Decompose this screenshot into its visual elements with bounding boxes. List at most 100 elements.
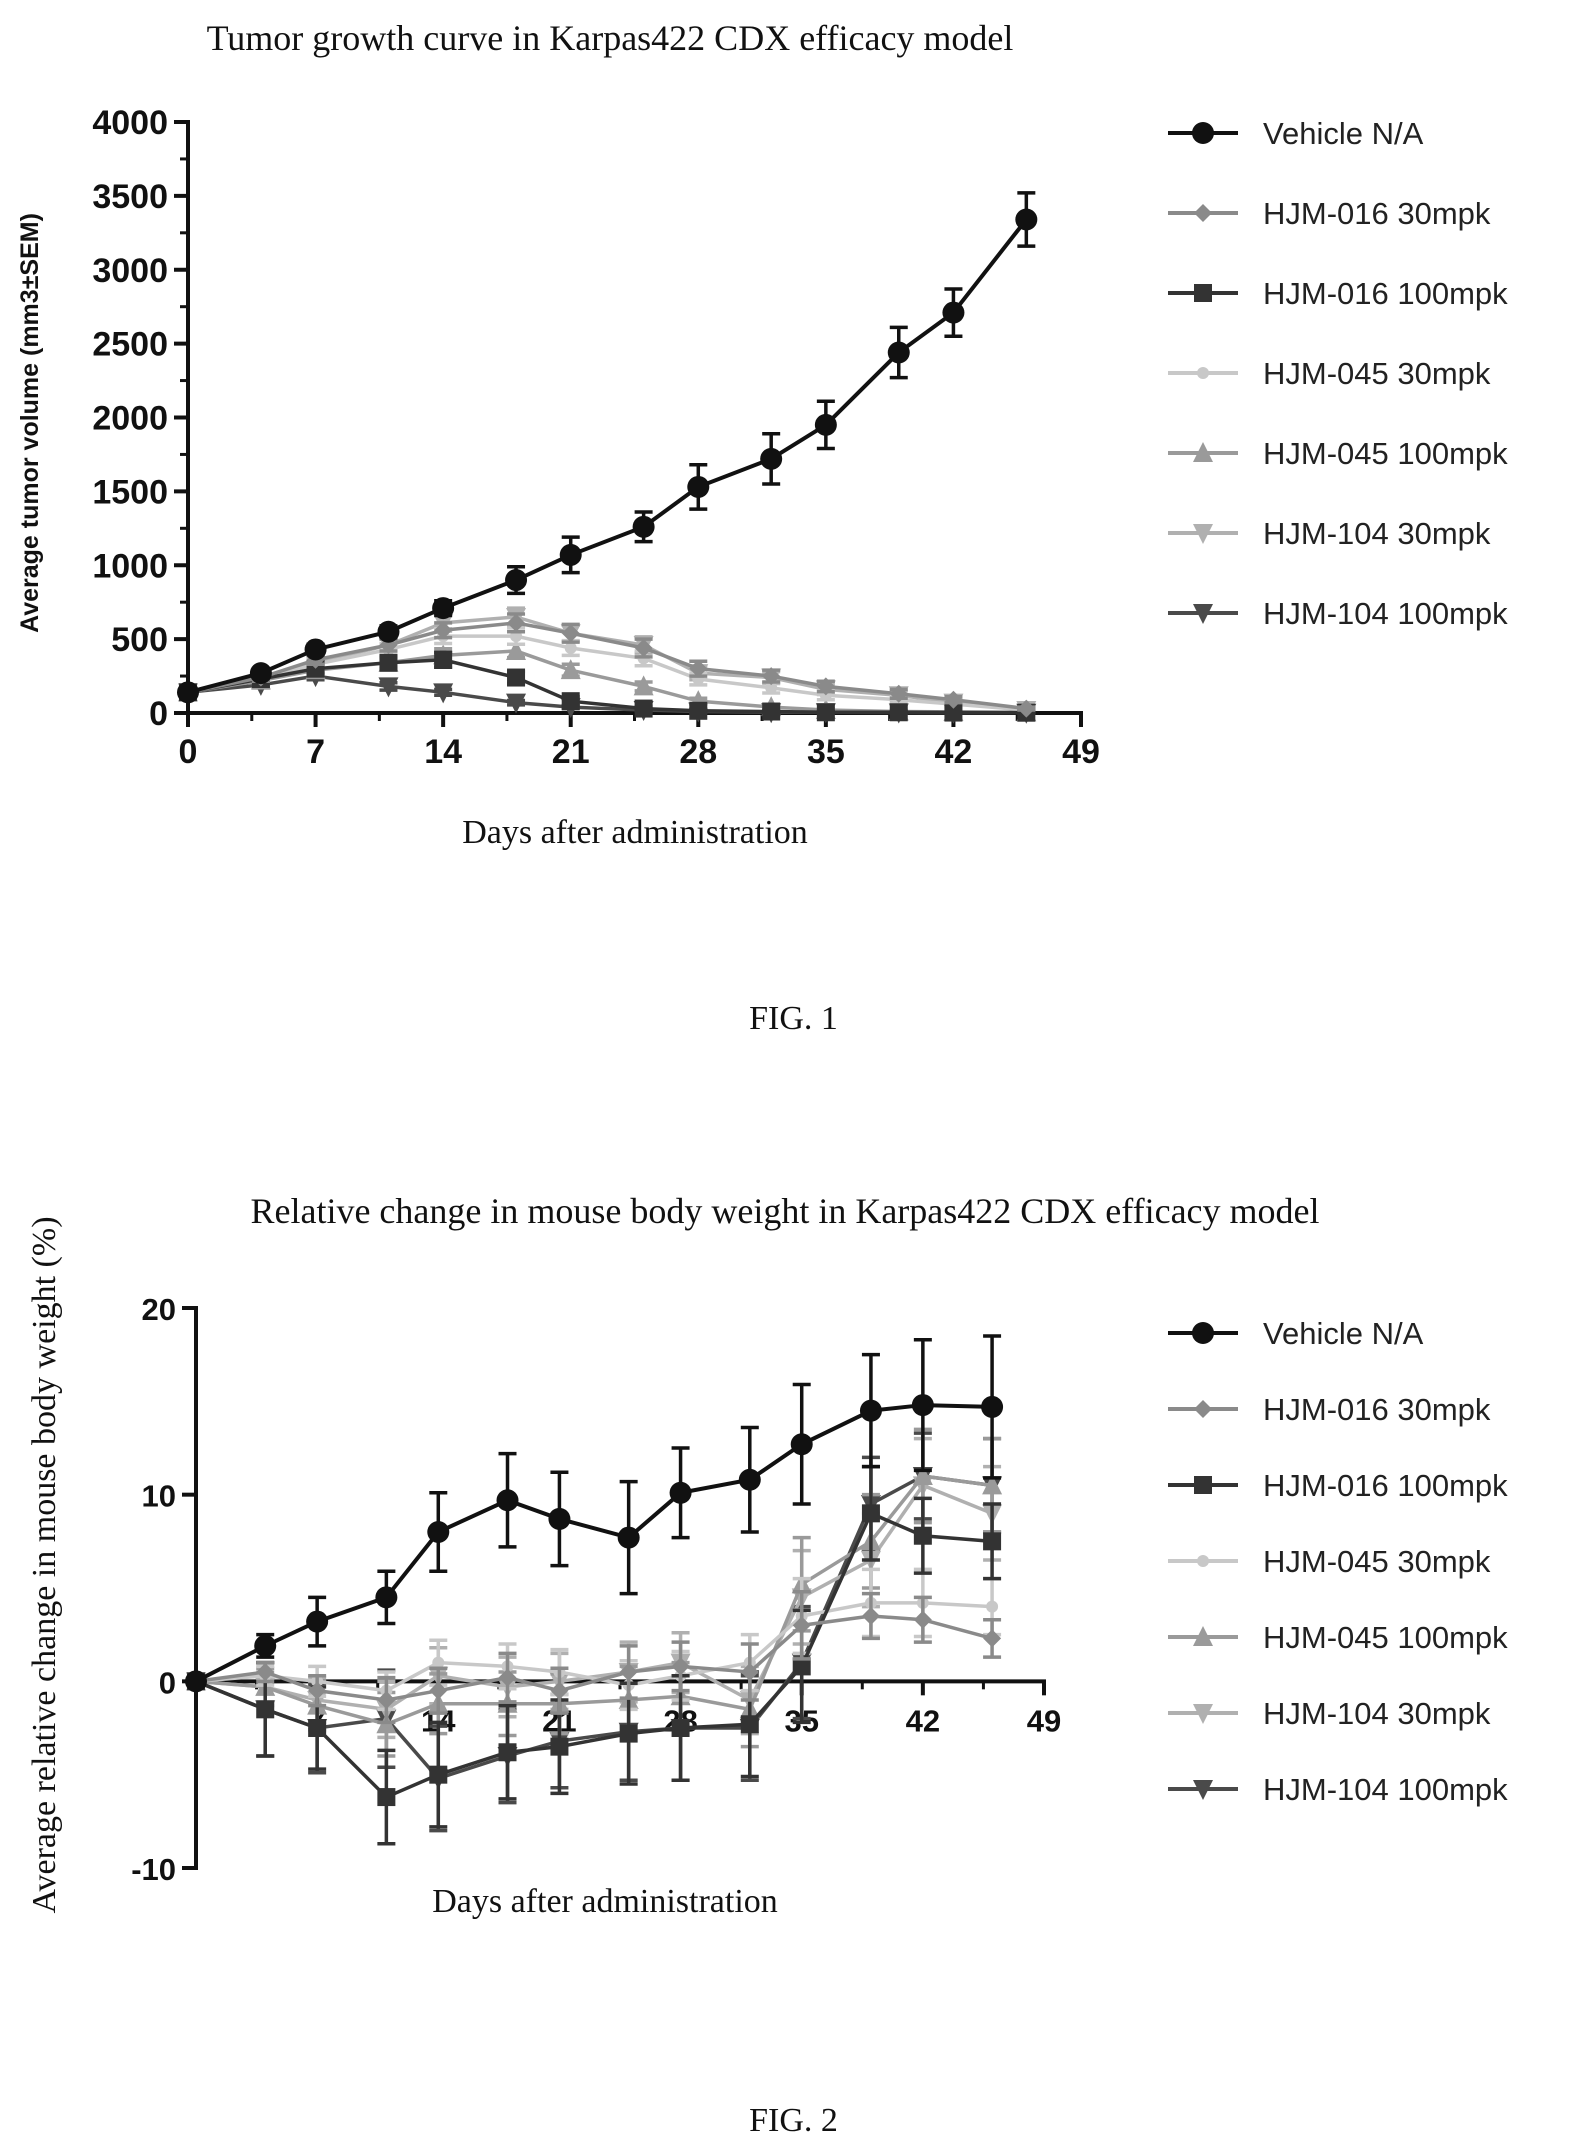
legend-item: HJM-045 100mpk (1168, 436, 1508, 471)
data-point (792, 1657, 811, 1676)
x-tick-label: 21 (552, 733, 590, 771)
series-line (187, 218, 1028, 695)
legend-marker (1192, 122, 1214, 144)
y-tick-label: 500 (111, 621, 168, 659)
data-point (982, 1474, 1003, 1495)
plot-area (185, 1334, 1004, 1846)
data-point (306, 1610, 329, 1633)
data-point (816, 703, 835, 722)
legend-marker (1193, 524, 1213, 544)
x-axis-label: Days after administration (462, 814, 808, 851)
data-point (377, 620, 400, 643)
data-point (1017, 699, 1036, 718)
legend-marker (1193, 1626, 1213, 1646)
data-point (671, 1657, 690, 1676)
y-tick-label: 3000 (92, 252, 168, 290)
legend-marker (1194, 1476, 1212, 1494)
data-point (861, 1504, 880, 1523)
x-tick-label: 42 (906, 1703, 940, 1738)
data-point (689, 659, 708, 678)
data-point (548, 1507, 571, 1530)
data-point (256, 1700, 275, 1719)
data-point (762, 702, 781, 721)
series-line (195, 1614, 993, 1702)
data-point (429, 1765, 448, 1784)
data-point (740, 1715, 759, 1734)
data-point (177, 681, 199, 704)
legend-marker (1197, 367, 1209, 379)
data-point (689, 701, 708, 720)
data-point (433, 683, 454, 704)
legend-marker (1193, 1704, 1213, 1724)
data-point (304, 638, 327, 661)
legend-label: HJM-104 100mpk (1263, 596, 1508, 631)
series-line (195, 1483, 993, 1712)
data-point (617, 1526, 640, 1549)
data-point (765, 681, 778, 694)
data-point (432, 1656, 445, 1669)
data-point (429, 1681, 448, 1700)
legend-item: HJM-104 100mpk (1168, 1772, 1508, 1807)
y-tick-label: 20 (142, 1292, 176, 1327)
data-point (1015, 208, 1038, 231)
data-point (619, 1724, 638, 1743)
y-tick-label: 10 (142, 1479, 176, 1514)
series-line (195, 1474, 993, 1781)
legend-item: Vehicle N/A (1168, 116, 1424, 151)
data-point (687, 475, 710, 498)
data-point (256, 1663, 275, 1681)
data-point (913, 1610, 932, 1629)
data-point (498, 1668, 517, 1687)
series-line (195, 1601, 993, 1693)
y-tick-label: 1000 (92, 547, 168, 585)
data-point (378, 677, 399, 698)
legend-label: HJM-104 100mpk (1263, 1772, 1508, 1807)
y-tick-label: 0 (159, 1665, 176, 1700)
legend-item: HJM-016 30mpk (1168, 196, 1491, 231)
legend-label: HJM-016 30mpk (1263, 1392, 1491, 1427)
series-line (187, 658, 1027, 715)
legend-label: HJM-045 100mpk (1263, 1620, 1508, 1655)
legend-item: HJM-045 100mpk (1168, 1620, 1508, 1655)
data-point (506, 639, 527, 660)
legend-marker (1197, 1555, 1209, 1567)
data-point (634, 638, 653, 657)
x-tick-label: 42 (935, 733, 973, 771)
legend-label: HJM-045 30mpk (1263, 1544, 1491, 1579)
legend-marker (1194, 284, 1212, 302)
data-point (550, 1681, 569, 1700)
legend-label: Vehicle N/A (1263, 1316, 1424, 1351)
data-point (762, 667, 781, 686)
legend-item: HJM-104 30mpk (1168, 516, 1491, 551)
legend-item: Vehicle N/A (1168, 1316, 1424, 1351)
legend-item: HJM-104 30mpk (1168, 1696, 1491, 1731)
legend-marker (1194, 1400, 1212, 1418)
legend-label: HJM-045 30mpk (1263, 356, 1491, 391)
y-tick-label: 2500 (92, 326, 168, 364)
x-tick-label: 49 (1062, 733, 1100, 771)
figure-2-chart: Relative change in mouse body weight in … (26, 1191, 1508, 1920)
y-axis-label: Average tumor volume (mm3±SEM) (16, 213, 44, 633)
x-tick-label: 28 (679, 733, 717, 771)
x-tick-label: 35 (807, 733, 845, 771)
data-point (792, 1616, 811, 1635)
data-point (375, 1586, 398, 1609)
legend-marker (1193, 604, 1213, 624)
legend-item: HJM-016 100mpk (1168, 1468, 1508, 1503)
series-hjm-104-100mpk (186, 1431, 1003, 1833)
data-point (981, 1395, 1004, 1418)
data-point (496, 1489, 519, 1512)
legend-item: HJM-045 30mpk (1168, 1544, 1491, 1579)
data-point (986, 1600, 999, 1613)
data-point (760, 447, 783, 470)
data-point (740, 1663, 759, 1681)
data-point (889, 684, 908, 703)
data-point (559, 543, 582, 566)
x-tick-label: 0 (179, 733, 198, 771)
data-point (634, 699, 653, 718)
data-point (308, 1719, 327, 1737)
y-tick-label: 3500 (92, 178, 168, 216)
legend-marker (1193, 442, 1213, 462)
legend-label: HJM-045 100mpk (1263, 436, 1508, 471)
